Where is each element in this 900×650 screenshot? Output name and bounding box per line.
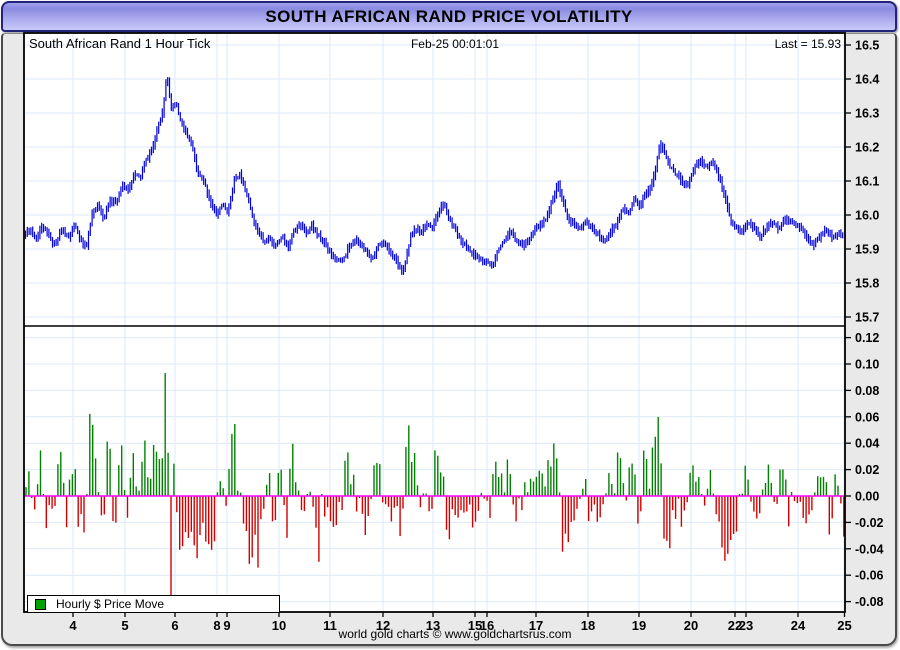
x-axis-label: 8 — [213, 618, 220, 633]
y-axis-label: 16.1 — [855, 175, 879, 189]
y-axis-label: -0.04 — [855, 542, 884, 556]
x-axis-label: 16 — [480, 618, 494, 633]
y-axis-label: 15.7 — [855, 311, 879, 325]
y-axis-label: 0.06 — [855, 410, 879, 424]
y-axis-label: 15.8 — [855, 277, 879, 291]
x-axis-label: 25 — [837, 618, 851, 633]
legend: Hourly $ Price Move — [27, 595, 280, 613]
x-axis-label: 9 — [223, 618, 230, 633]
x-axis-label: 12 — [376, 618, 390, 633]
y-axis-label: 16.0 — [855, 209, 879, 223]
series-title: South African Rand 1 Hour Tick — [29, 36, 211, 51]
title-bar: SOUTH AFRICAN RAND PRICE VOLATILITY — [1, 1, 897, 32]
x-axis-label: 24 — [791, 618, 806, 633]
x-axis-label: 17 — [529, 618, 543, 633]
x-axis-label: 19 — [632, 618, 646, 633]
y-axis-label: 15.9 — [855, 243, 879, 257]
y-axis-label: -0.08 — [855, 595, 884, 609]
price-series — [24, 77, 844, 275]
y-axis-label: 0.10 — [855, 358, 879, 372]
y-axis-label: 0.12 — [855, 331, 879, 345]
y-axis-label: -0.06 — [855, 569, 884, 583]
x-axis-label: 10 — [272, 618, 286, 633]
y-axis-label: 0.02 — [855, 463, 879, 477]
x-axis-label: 23 — [739, 618, 753, 633]
page-title: SOUTH AFRICAN RAND PRICE VOLATILITY — [265, 6, 633, 26]
y-axis: 16.5 16.4 16.3 16.2 16.1 16.0 15.9 15.8 15.7 0.12… — [845, 39, 884, 609]
y-axis-label: 0.00 — [855, 490, 879, 504]
x-axis-label: 22 — [728, 618, 742, 633]
y-axis-label: 16.5 — [855, 39, 879, 53]
x-axis-label: 6 — [171, 618, 178, 633]
legend-label: Hourly $ Price Move — [56, 597, 165, 611]
y-axis-label: 16.4 — [855, 73, 879, 87]
volatility-bars — [25, 373, 845, 599]
y-axis-label: -0.02 — [855, 516, 884, 530]
x-axis-label: 18 — [581, 618, 595, 633]
x-axis-label: 4 — [69, 618, 77, 633]
footer-credit: world gold charts © www.goldchartsrus.co… — [338, 627, 572, 641]
y-axis-label: 0.04 — [855, 437, 879, 451]
x-axis-label: 11 — [323, 618, 337, 633]
y-axis-label: 0.08 — [855, 384, 879, 398]
timestamp-label: Feb-25 00:01:01 — [410, 37, 500, 51]
x-axis-label: 13 — [426, 618, 440, 633]
plot-background — [24, 33, 845, 612]
legend-swatch-green — [35, 598, 46, 610]
y-axis-label: 16.2 — [855, 141, 879, 155]
x-axis-label: 5 — [121, 618, 128, 633]
plot-border — [23, 32, 846, 613]
x-axis-label: 15 — [468, 618, 482, 633]
last-price-label: Last = 15.93 — [774, 37, 841, 51]
x-axis-label: 20 — [684, 618, 698, 633]
y-axis-label: 16.3 — [855, 107, 879, 121]
